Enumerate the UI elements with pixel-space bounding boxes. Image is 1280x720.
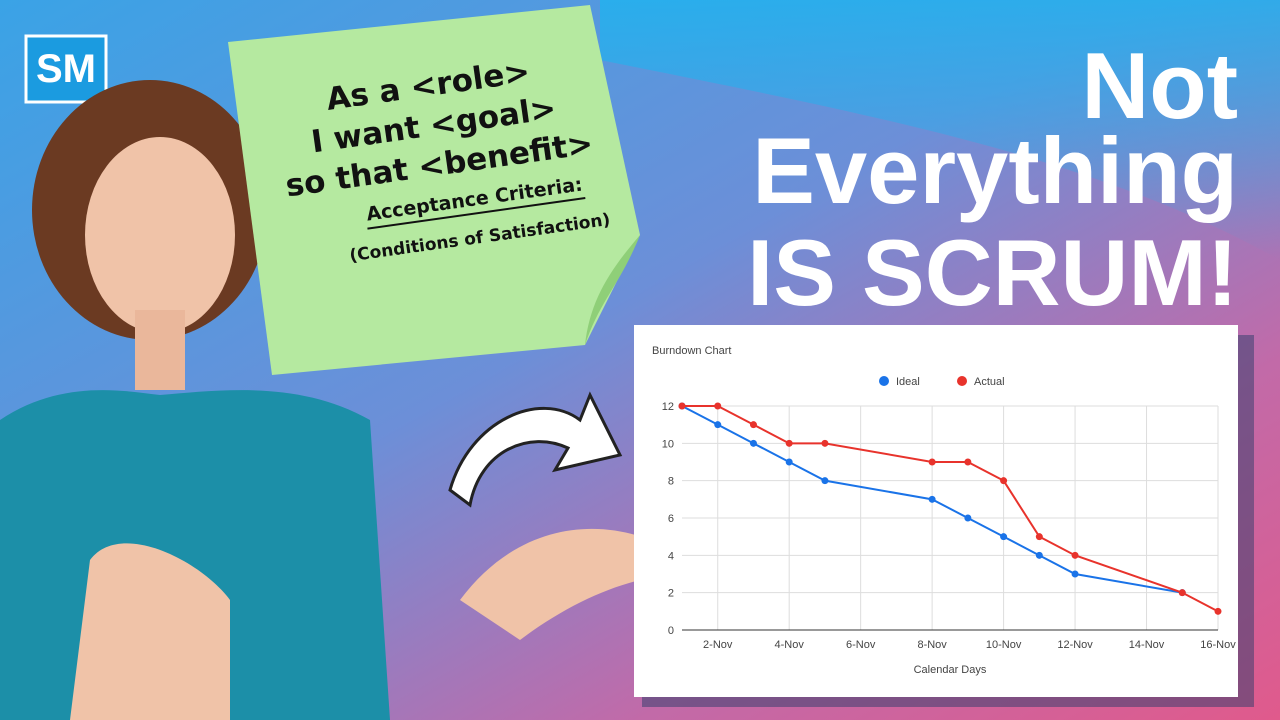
point <box>749 421 757 429</box>
point <box>928 495 936 503</box>
point <box>1000 533 1008 541</box>
point <box>785 458 793 466</box>
arrow <box>448 391 623 508</box>
point <box>964 458 972 466</box>
headline: Everything <box>752 118 1238 223</box>
legend-marker <box>879 376 889 386</box>
y-tick-label: 4 <box>668 550 674 562</box>
presenter <box>0 80 650 720</box>
point <box>678 402 686 410</box>
chart-title: Burndown Chart <box>652 345 732 357</box>
point <box>1000 477 1008 485</box>
legend-label: Actual <box>974 376 1005 388</box>
point <box>1071 551 1079 559</box>
x-axis-label: Calendar Days <box>914 664 987 676</box>
point <box>714 421 722 429</box>
y-tick-label: 12 <box>662 401 674 413</box>
sticky-note <box>228 5 640 375</box>
y-tick-label: 8 <box>668 476 674 488</box>
point <box>928 458 936 466</box>
headline: Not <box>1081 33 1238 138</box>
point <box>821 477 829 485</box>
point <box>714 402 722 410</box>
point <box>964 514 972 522</box>
y-tick-label: 2 <box>668 588 674 600</box>
point <box>785 439 793 447</box>
x-tick-label: 8-Nov <box>917 639 947 651</box>
x-tick-label: 6-Nov <box>846 639 876 651</box>
x-tick-label: 14-Nov <box>1129 639 1165 651</box>
chart: 0 2 4 6 8 10 12 2-Nov 4-Nov 6-Nov 8-Nov 10-Nov 12-No… <box>662 376 1236 651</box>
point <box>1035 551 1043 559</box>
point <box>1178 589 1186 597</box>
point <box>1035 533 1043 541</box>
x-tick-label: 4-Nov <box>775 639 805 651</box>
point <box>1214 607 1222 615</box>
legend-marker <box>957 376 967 386</box>
x-tick-label: 2-Nov <box>703 639 733 651</box>
y-tick-label: 0 <box>668 625 674 637</box>
logo-box <box>24 34 108 104</box>
y-tick-label: 6 <box>668 513 674 525</box>
legend-label: Ideal <box>896 376 920 388</box>
point <box>1071 570 1079 578</box>
chart-panel <box>634 325 1238 697</box>
note-underline <box>367 197 586 230</box>
headline: IS SCRUM! <box>747 220 1238 325</box>
note-curl <box>585 235 640 345</box>
y-tick-label: 10 <box>662 438 674 450</box>
line <box>682 405 1219 613</box>
x-tick-label: 12-Nov <box>1057 639 1093 651</box>
x-tick-label: 16-Nov <box>1200 639 1236 651</box>
logo: SM <box>36 47 96 91</box>
background-wave <box>600 0 1280 260</box>
x-tick-label: 10-Nov <box>986 639 1022 651</box>
point <box>749 439 757 447</box>
point <box>821 439 829 447</box>
